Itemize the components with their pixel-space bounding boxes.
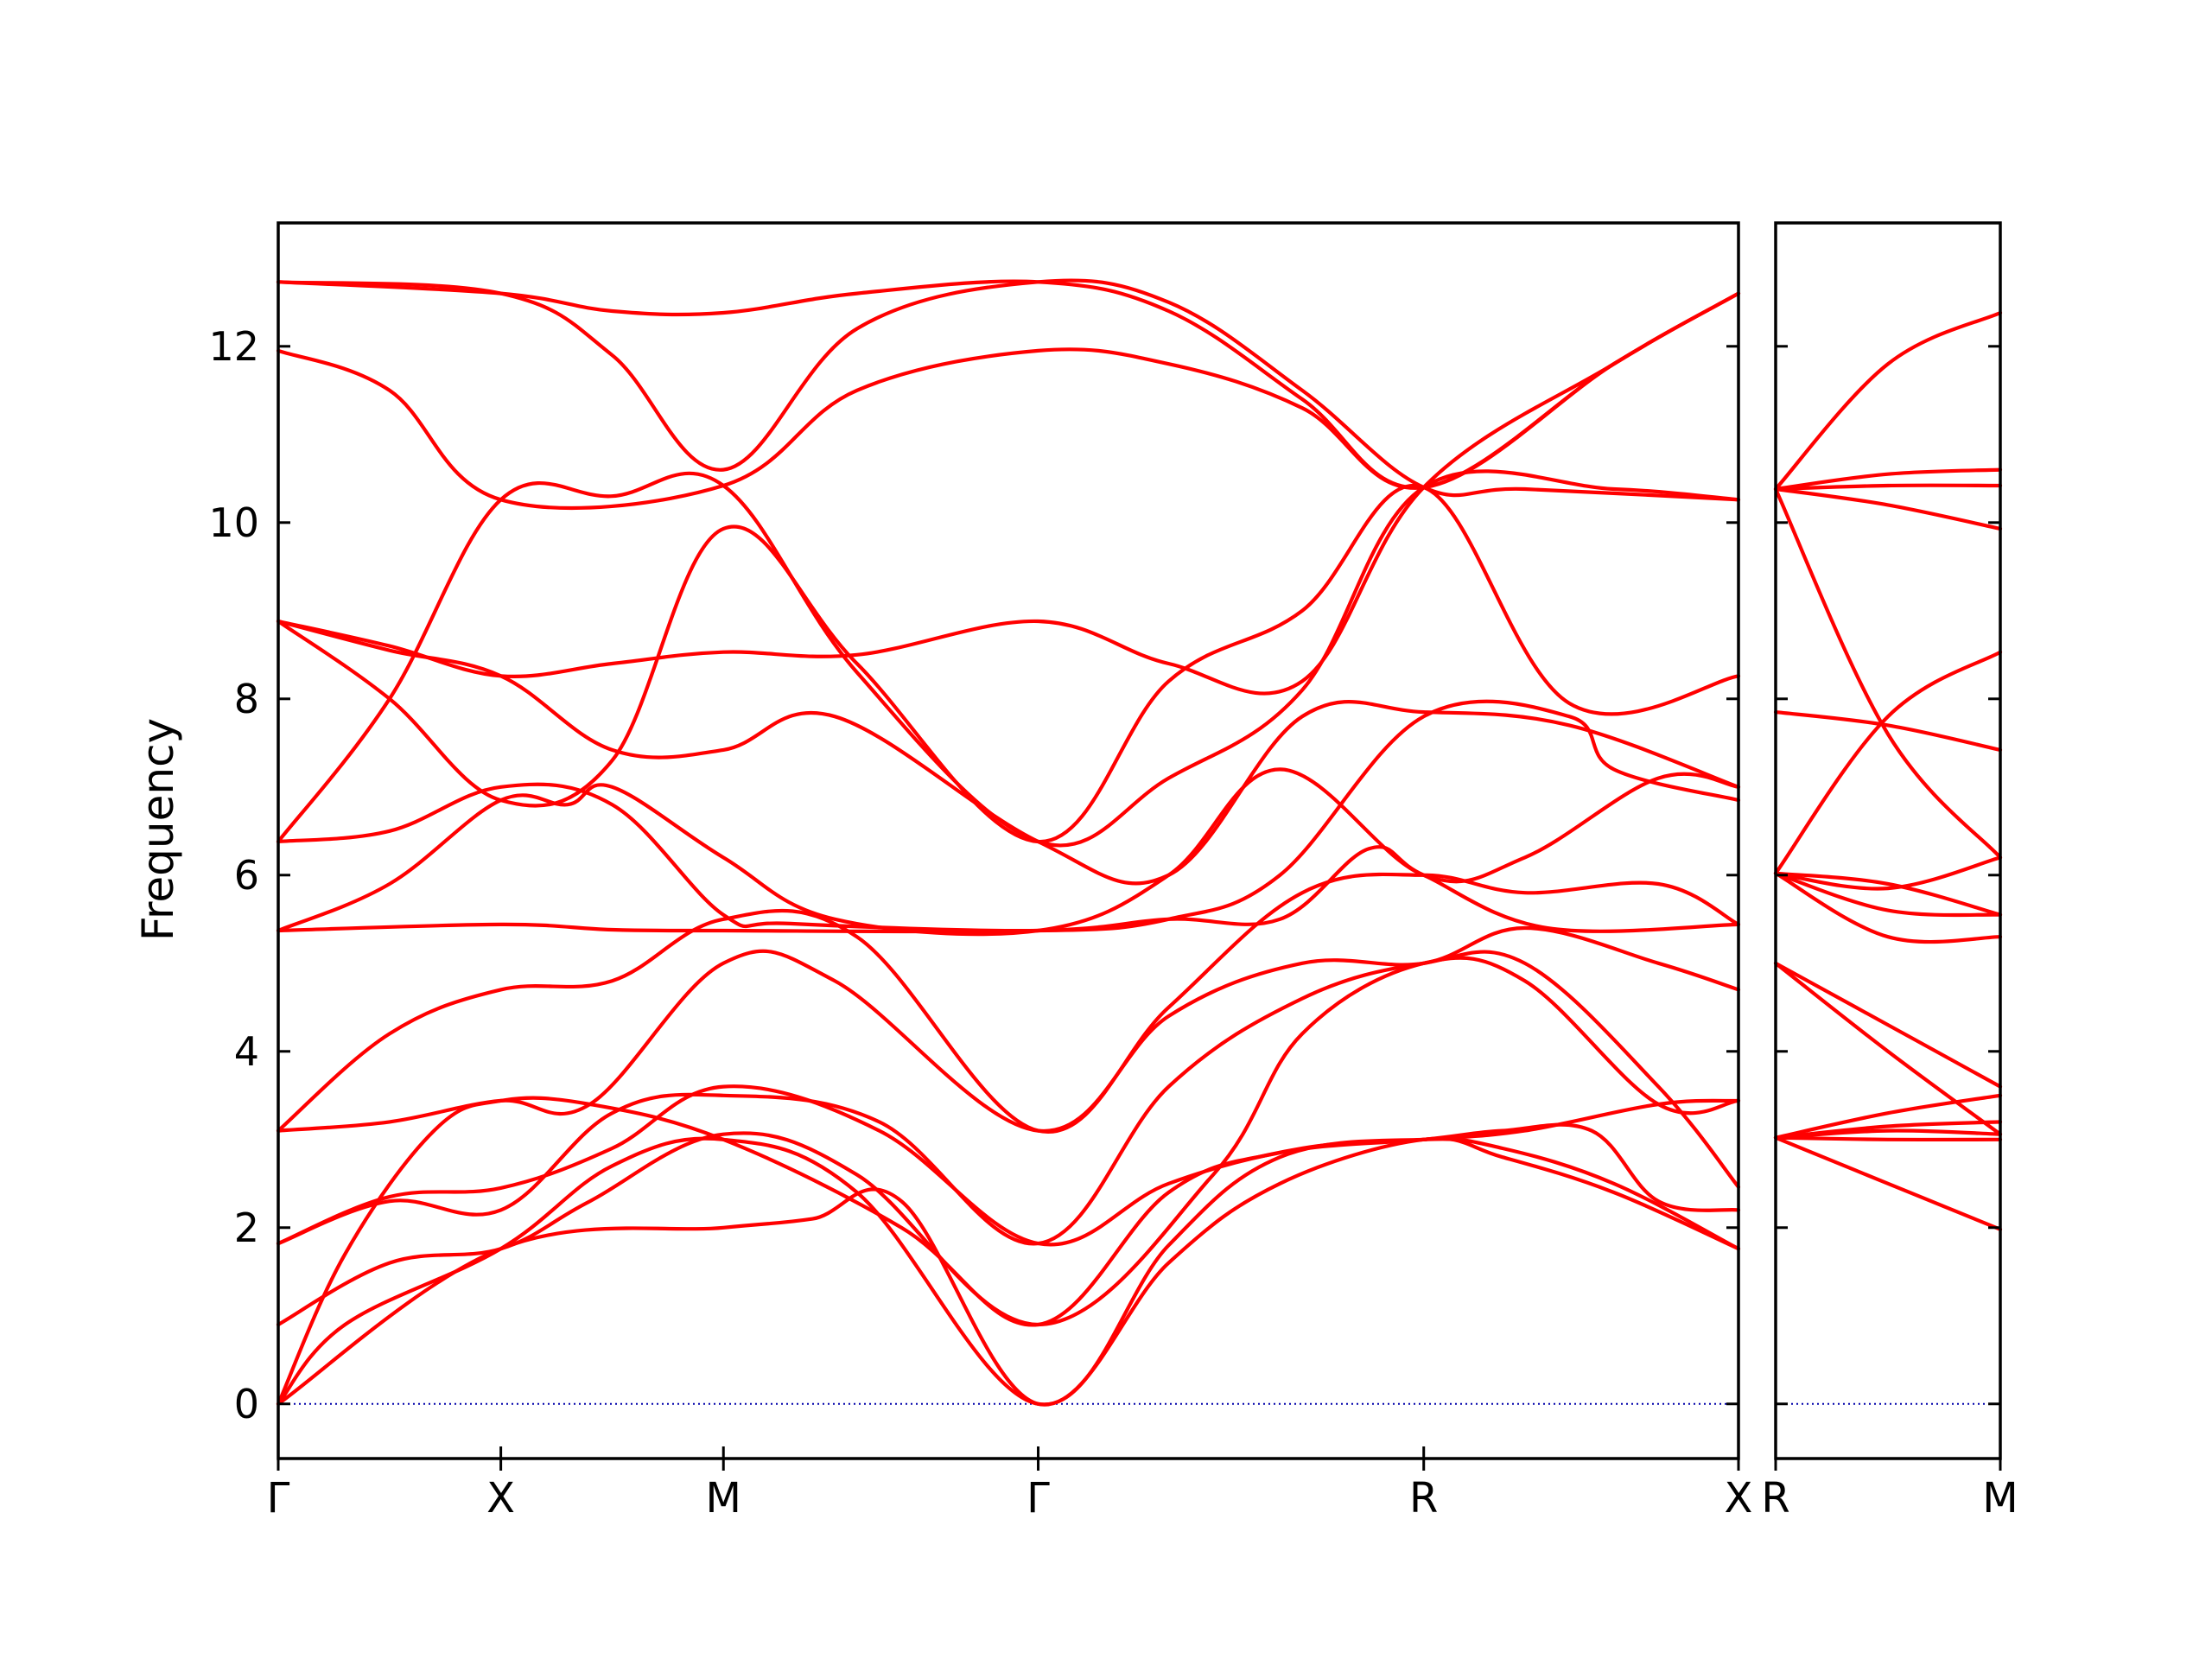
band-line-b14 <box>1773 650 2003 875</box>
band-line-b12 <box>1773 710 2003 752</box>
band-line-b10 <box>276 767 1741 937</box>
band-line-b1 <box>276 1136 1741 1407</box>
y-tick-label: 10 <box>208 499 259 546</box>
band-line-b18 <box>1773 310 2003 492</box>
x-tick-label: M <box>706 1474 741 1522</box>
band-line-b7 <box>1773 961 2003 1089</box>
band-line-b1 <box>1773 1135 2003 1231</box>
band-line-b13 <box>1773 486 2003 860</box>
x-tick-label: Γ <box>1027 1474 1050 1522</box>
y-tick-label: 8 <box>234 676 259 722</box>
band-line-b11 <box>1773 855 2003 891</box>
band-line-b7 <box>276 925 1741 1133</box>
y-tick-label: 4 <box>234 1028 259 1075</box>
band-line-b11 <box>276 699 1741 933</box>
y-tick-label: 0 <box>234 1381 259 1427</box>
band-line-b9 <box>1773 871 2003 918</box>
band-line-b16 <box>276 291 1741 511</box>
band-line-b15 <box>276 291 1741 696</box>
band-line-b2 <box>1773 1135 2003 1142</box>
band-line-b17 <box>1773 467 2003 492</box>
band-line-b5 <box>1773 1093 2003 1140</box>
x-tick-label: X <box>1725 1474 1753 1522</box>
x-tick-label: M <box>1982 1474 2018 1522</box>
band-line-b5 <box>276 950 1741 1246</box>
x-tick-label: R <box>1761 1474 1789 1522</box>
y-tick-label: 12 <box>208 323 259 370</box>
band-line-b8 <box>1773 871 2003 944</box>
y-axis-label: Frequency <box>133 718 183 941</box>
band-line-b14 <box>276 619 1741 886</box>
plot-frame <box>276 221 1740 1460</box>
band-line-b13 <box>276 483 1741 844</box>
band-line-b4 <box>1773 1120 2003 1140</box>
band-line-b18 <box>276 278 1741 502</box>
band-line-b6 <box>1773 961 2003 1136</box>
band-line-b16 <box>1773 483 2003 492</box>
band-line-b17 <box>276 279 1741 490</box>
band-line-b2 <box>276 1136 1741 1407</box>
band-line-b8 <box>276 872 1741 1135</box>
band-line-b15 <box>1773 486 2003 531</box>
y-tick-label: 2 <box>234 1205 259 1251</box>
band-line-b12 <box>276 469 1741 848</box>
band-line-b10 <box>1773 871 2003 917</box>
left-panel: 0 2 4 6 8 10 12 Γ X M Γ R X <box>208 221 1753 1522</box>
x-tick-label: X <box>486 1474 515 1522</box>
band-line-b9 <box>276 845 1741 934</box>
plot-frame <box>1774 221 2002 1460</box>
x-tick-label: Γ <box>267 1474 290 1522</box>
band-line-b6 <box>276 1084 1741 1247</box>
y-tick-label: 6 <box>234 852 259 899</box>
x-tick-label: R <box>1409 1474 1438 1522</box>
band-line-b4 <box>276 956 1741 1327</box>
